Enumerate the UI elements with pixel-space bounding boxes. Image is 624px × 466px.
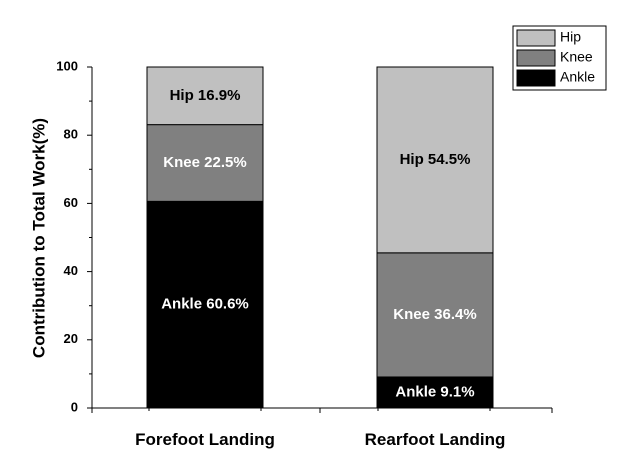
legend-swatch-knee [516,49,556,67]
y-tick-label: 100 [56,58,78,73]
axes-group: Forefoot Landing Rearfoot Landing 0 20 40 60 8… [56,58,553,449]
data-label-hip-2: Hip 54.5% [400,151,471,168]
data-label-knee-1: Knee 22.5% [163,154,246,171]
data-label-knee-2: Knee 36.4% [393,306,476,323]
legend-swatch-hip [516,29,556,47]
data-label-ankle-2: Ankle 9.1% [395,383,474,400]
legend-label-hip: Hip [560,29,581,45]
legend: Hip Knee Ankle [512,25,607,91]
bar-hip-1 [146,66,264,126]
y-tick-label: 40 [64,263,78,278]
x-tick-label-2: Rearfoot Landing [365,430,506,449]
bar-ankle-1 [146,200,264,409]
y-tick-label: 0 [71,399,78,414]
y-axis-title: Contribution to Total Work(%) [29,118,48,358]
data-label-hip-1: Hip 16.9% [170,87,241,104]
data-label-ankle-1: Ankle 60.6% [161,296,249,313]
x-tick-label-1: Forefoot Landing [135,430,275,449]
y-tick-label: 60 [64,195,78,210]
legend-label-ankle: Ankle [560,69,595,85]
bar-knee-1 [146,124,264,202]
y-tick-label: 80 [64,127,78,142]
bars-group: Ankle 60.6% Knee 22.5% Hip 16.9% Ankle 9.1%… [146,66,494,409]
legend-swatch-ankle [516,69,556,87]
legend-label-knee: Knee [560,49,593,65]
bar-knee-2 [376,252,494,378]
bar-hip-2 [376,66,494,254]
y-tick-label: 20 [64,331,78,346]
bar-ankle-2 [376,376,494,409]
